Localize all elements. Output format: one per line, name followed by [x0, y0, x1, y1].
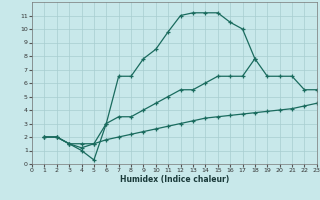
X-axis label: Humidex (Indice chaleur): Humidex (Indice chaleur) [120, 175, 229, 184]
